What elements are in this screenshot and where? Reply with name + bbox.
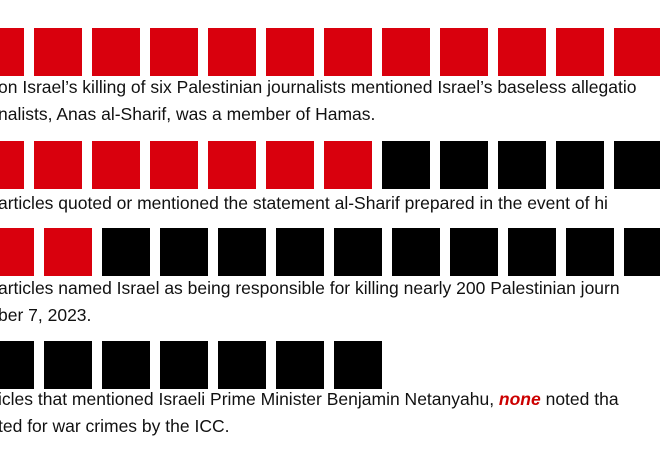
black-square (334, 228, 382, 276)
red-square (498, 28, 546, 76)
red-square (0, 28, 24, 76)
black-square (102, 341, 150, 389)
red-square (440, 28, 488, 76)
red-square (556, 28, 604, 76)
black-square (566, 228, 614, 276)
red-square (92, 141, 140, 189)
black-square (498, 141, 546, 189)
red-square (34, 28, 82, 76)
waffle-row-3 (0, 228, 660, 276)
black-square (334, 341, 382, 389)
caption-4-highlight: none (498, 389, 541, 409)
black-square (392, 228, 440, 276)
caption-4-line-2: ted for war crimes by the ICC. (0, 416, 230, 436)
black-square (0, 341, 34, 389)
black-square (614, 141, 660, 189)
caption-1-line-1: on Israel’s killing of six Palestinian j… (0, 77, 637, 97)
caption-4-line-1: icles that mentioned Israeli Prime Minis… (0, 386, 660, 413)
red-square (382, 28, 430, 76)
red-square (150, 28, 198, 76)
caption-1: on Israel’s killing of six Palestinian j… (0, 74, 660, 128)
red-square (34, 141, 82, 189)
red-square (614, 28, 660, 76)
black-square (218, 228, 266, 276)
black-square (440, 141, 488, 189)
black-square (160, 341, 208, 389)
waffle-row-2 (0, 141, 660, 189)
red-square (266, 28, 314, 76)
caption-2: articles quoted or mentioned the stateme… (0, 190, 660, 217)
black-square (44, 341, 92, 389)
waffle-row-4 (0, 341, 660, 389)
waffle-row-1 (0, 28, 660, 76)
caption-1-line-2: nalists, Anas al-Sharif, was a member of… (0, 104, 376, 124)
black-square (382, 141, 430, 189)
black-square (450, 228, 498, 276)
red-square (92, 28, 140, 76)
red-square (324, 141, 372, 189)
caption-2-line-1: articles quoted or mentioned the stateme… (0, 193, 608, 213)
black-square (624, 228, 660, 276)
black-square (276, 341, 324, 389)
caption-4: icles that mentioned Israeli Prime Minis… (0, 386, 660, 440)
red-square (208, 141, 256, 189)
red-square (0, 228, 34, 276)
caption-3-line-2: ber 7, 2023. (0, 305, 92, 325)
black-square (276, 228, 324, 276)
red-square (208, 28, 256, 76)
caption-4-text-b: noted tha (540, 389, 619, 409)
caption-3-line-1: articles named Israel as being responsib… (0, 278, 620, 298)
black-square (218, 341, 266, 389)
red-square (150, 141, 198, 189)
black-square (160, 228, 208, 276)
caption-4-text-a: icles that mentioned Israeli Prime Minis… (0, 389, 499, 409)
red-square (0, 141, 24, 189)
black-square (102, 228, 150, 276)
caption-3: articles named Israel as being responsib… (0, 275, 660, 329)
red-square (324, 28, 372, 76)
red-square (266, 141, 314, 189)
red-square (44, 228, 92, 276)
black-square (556, 141, 604, 189)
black-square (508, 228, 556, 276)
